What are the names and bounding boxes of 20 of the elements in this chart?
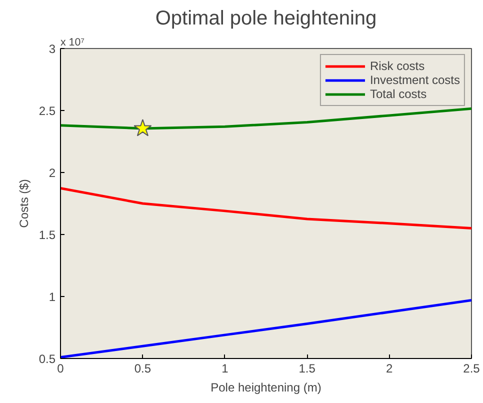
y-axis-title: Costs ($) [16, 179, 31, 228]
y-tick-label: 3 [48, 42, 56, 56]
x-tick-label: 1.5 [298, 362, 316, 376]
annotation: x 10⁷ [60, 36, 85, 48]
legend-label: Risk costs [370, 59, 425, 73]
y-tick-label: 1.5 [38, 228, 56, 242]
line-series [60, 187, 472, 230]
chart-title: Optimal pole heightening [155, 8, 377, 30]
y-tick-label: 2 [48, 166, 56, 180]
y-tick-label: 2.5 [38, 104, 56, 118]
legend-label: Investment costs [370, 73, 460, 87]
x-tick-label: 0.5 [134, 362, 152, 376]
x-tick-label: 1 [222, 362, 229, 376]
y-tick-label: 0.5 [38, 352, 56, 366]
x-tick-label: 2 [386, 362, 393, 376]
x-axis-title: Pole heightening (m) [210, 380, 322, 394]
y-tick-label: 1 [48, 290, 56, 304]
x-tick-label: 2.5 [463, 362, 480, 376]
legend-label: Total costs [370, 87, 427, 101]
x-tick-label: 0 [57, 362, 64, 376]
